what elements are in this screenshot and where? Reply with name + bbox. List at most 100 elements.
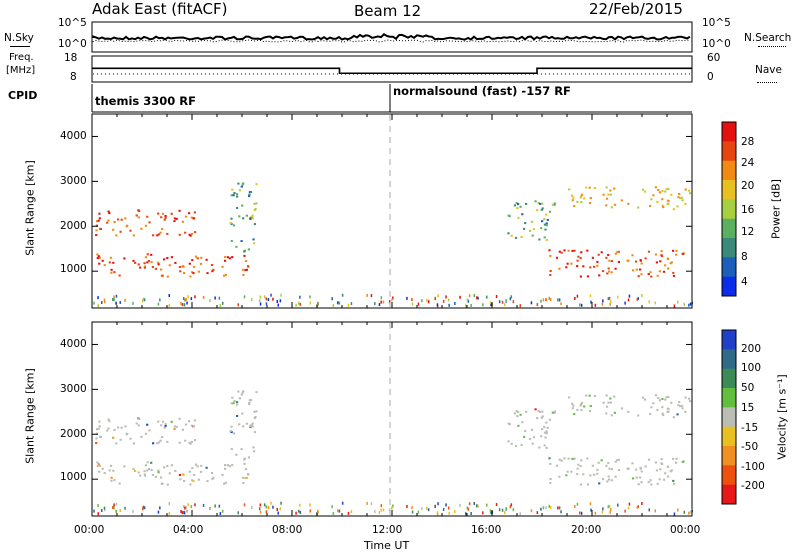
velocity-echo-cell <box>124 506 126 510</box>
power-echo-cell <box>542 298 545 302</box>
power-echo-cell <box>689 302 692 306</box>
power-echo-cell <box>513 204 516 207</box>
power-echo-cell <box>392 296 394 300</box>
velocity-echo-cell <box>519 413 522 416</box>
power-echo-cell <box>580 201 583 204</box>
velocity-echo-cell <box>669 470 672 473</box>
velocity-echo-cell <box>586 483 589 486</box>
velocity-echo-cell <box>558 458 561 461</box>
power-echo-cell <box>606 272 609 275</box>
power-echo-cell <box>681 252 684 255</box>
power-echo-cell <box>154 267 157 270</box>
power-echo-cell <box>676 205 679 208</box>
velocity-echo-cell <box>495 503 498 506</box>
velocity-echo-cell <box>530 428 534 431</box>
velocity-echo-cell <box>255 391 258 394</box>
power-echo-cell <box>194 295 196 299</box>
power-scale-28: 28 <box>741 136 755 148</box>
power-echo-cell <box>678 193 681 195</box>
power-echo-cell <box>243 250 246 253</box>
velocity-echo-cell <box>98 420 101 423</box>
power-echo-cell <box>548 249 551 252</box>
power-echo-cell <box>627 298 630 302</box>
velocity-echo-cell <box>560 459 563 462</box>
power-echo-cell <box>184 298 186 302</box>
velocity-echo-cell <box>605 464 608 467</box>
velocity-echo-cell <box>468 502 471 506</box>
power-echo-cell <box>161 228 164 231</box>
power-echo-cell <box>589 197 592 199</box>
velocity-echo-cell <box>524 430 527 433</box>
power-echo-cell <box>101 259 104 262</box>
velocity-echo-cell <box>192 480 195 483</box>
frequency-line <box>92 67 692 75</box>
power-echo-cell <box>253 223 256 226</box>
power-echo-cell <box>639 268 642 271</box>
velocity-echo-cell <box>577 463 580 466</box>
power-echo-cell <box>272 297 274 301</box>
velocity-echo-cell <box>229 430 232 432</box>
power-echo-cell <box>123 257 126 260</box>
velocity-echo-cell <box>143 470 146 473</box>
power-echo-cell <box>660 250 663 253</box>
power-echo-cell <box>661 190 664 192</box>
power-echo-cell <box>670 193 673 196</box>
power-echo-cell <box>609 302 611 306</box>
velocity-echo-cell <box>589 502 592 506</box>
velocity-echo-cell <box>520 444 523 446</box>
power-echo-cell <box>540 227 543 230</box>
velocity-echo-cell <box>391 506 393 510</box>
velocity-echo-cell <box>232 402 235 405</box>
power-echo-cell <box>672 249 675 252</box>
power-echo-cell <box>163 218 166 221</box>
power-echo-cell <box>178 209 181 212</box>
velocity-echo-cell <box>370 502 373 506</box>
power-echo-cell <box>118 274 121 277</box>
velocity-scale-title: Velocity [m s⁻¹] <box>775 374 789 460</box>
velocity-echo-cell <box>143 474 146 477</box>
power-echo-cell <box>188 212 191 215</box>
velocity-echo-cell <box>538 446 541 449</box>
power-echo-cell <box>156 234 159 237</box>
velocity-echo-cell <box>113 429 116 431</box>
power-echo-cell <box>656 200 659 203</box>
vel-scale-neg200: -200 <box>741 480 765 492</box>
velocity-echo-cell <box>245 422 248 425</box>
power-echo-cell <box>406 296 408 300</box>
velocity-echo-cell <box>427 508 430 512</box>
velocity-panel-frame <box>91 321 693 517</box>
power-echo-cell <box>608 296 611 300</box>
velocity-echo-cell <box>601 510 604 514</box>
nave-tick-top: 60 <box>707 52 721 64</box>
velocity-echo-cell <box>540 507 542 511</box>
velocity-echo-cell <box>580 403 583 406</box>
power-echo-cell <box>244 269 247 272</box>
velocity-echo-cell <box>609 510 611 514</box>
velocity-echo-cell <box>541 415 544 418</box>
power-echo-cell <box>129 229 132 232</box>
velocity-echo-cell <box>209 507 211 510</box>
velocity-echo-cell <box>178 417 181 420</box>
velocity-echo-cell <box>119 438 122 441</box>
power-echo-cell <box>108 212 111 215</box>
power-echo-cell <box>644 257 647 260</box>
power-echo-cell <box>573 249 576 252</box>
power-echo-cell <box>445 295 447 299</box>
velocity-echo-cell <box>543 426 546 429</box>
power-echo-cell <box>545 222 548 225</box>
velocity-echo-cell <box>112 506 114 509</box>
velocity-echo-cell <box>598 482 601 485</box>
power-echo-cell <box>265 297 267 301</box>
power-echo-cell <box>677 196 680 199</box>
velocity-echo-cell <box>144 464 147 467</box>
velocity-echo-cell <box>146 469 149 472</box>
power-echo-cell <box>525 202 528 205</box>
velocity-echo-cell <box>97 463 100 466</box>
velocity-echo-cell <box>498 508 501 512</box>
power-echo-cell <box>571 249 574 252</box>
velocity-echo-cell <box>272 505 274 509</box>
velocity-echo-cell <box>627 410 630 413</box>
power-echo-cell <box>115 234 118 237</box>
velocity-echo-cell <box>654 394 657 397</box>
